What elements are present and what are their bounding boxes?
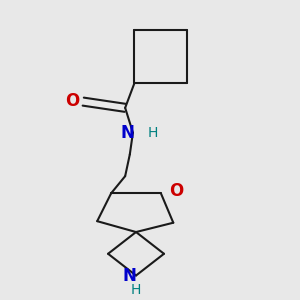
Text: H: H [148,126,158,140]
Text: O: O [65,92,80,110]
Text: O: O [169,182,183,200]
Text: N: N [123,266,137,284]
Text: N: N [120,124,134,142]
Text: H: H [131,284,141,297]
